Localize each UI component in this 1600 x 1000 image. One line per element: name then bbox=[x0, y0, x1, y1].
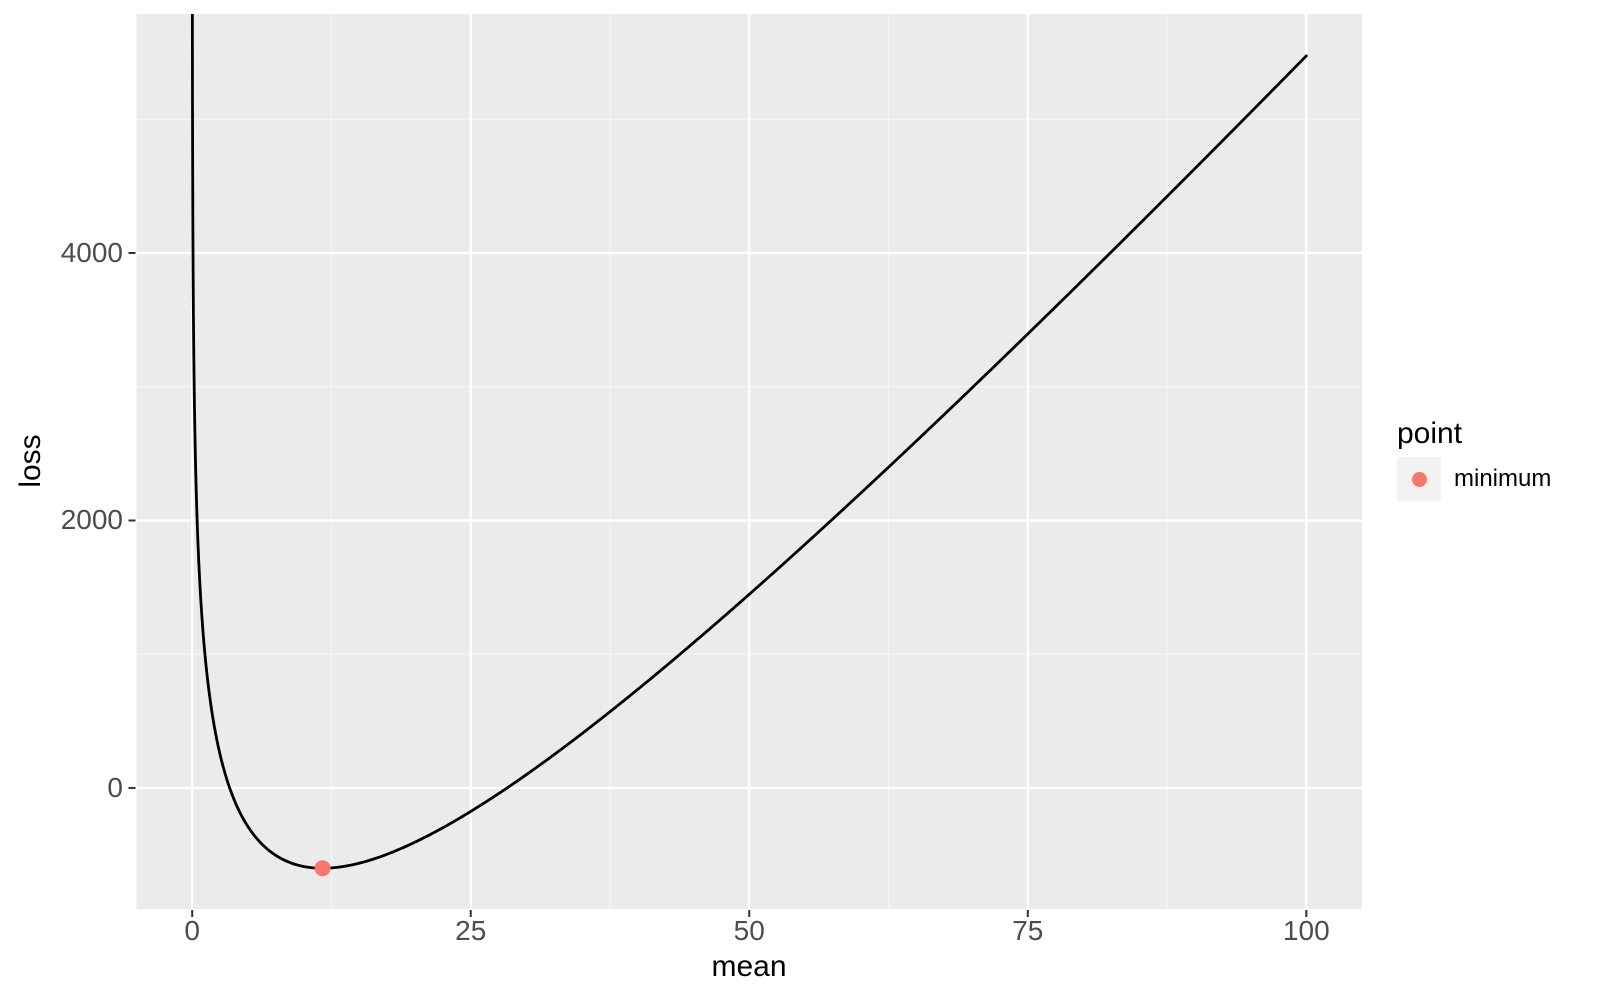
legend-entry-label: minimum bbox=[1454, 465, 1552, 492]
x-tick-label-50: 50 bbox=[733, 915, 765, 946]
x-axis-title: mean bbox=[711, 950, 787, 983]
y-tick-label-2000: 2000 bbox=[60, 504, 123, 536]
legend-title: point bbox=[1397, 417, 1463, 450]
x-tick-label-75: 75 bbox=[1012, 915, 1044, 946]
y-tick-label-4000: 4000 bbox=[60, 236, 123, 268]
x-tick-label-0: 0 bbox=[184, 915, 200, 946]
legend-key bbox=[1397, 457, 1441, 501]
minimum-point bbox=[314, 860, 331, 877]
loss-curve bbox=[190, 14, 1308, 870]
y-axis-title: loss bbox=[14, 434, 47, 488]
y-tick-label-0: 0 bbox=[107, 771, 123, 803]
legend-entry-minimum: minimum bbox=[1397, 457, 1551, 501]
legend: point minimum bbox=[1397, 418, 1551, 501]
minimum-point-icon bbox=[1411, 471, 1427, 487]
x-tick-label-100: 100 bbox=[1282, 915, 1330, 946]
x-tick-label-25: 25 bbox=[455, 915, 487, 946]
